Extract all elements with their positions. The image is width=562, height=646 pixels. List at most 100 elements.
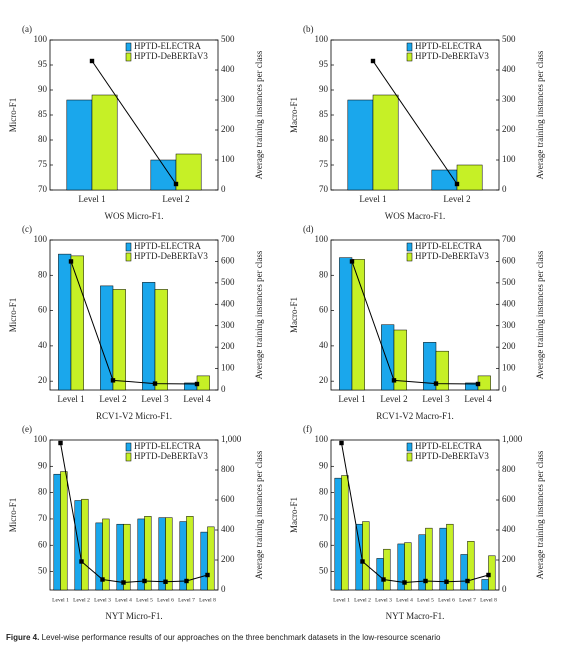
x-tick-label: Level 4 [115,597,132,603]
x-tick-label: Level 4 [396,597,413,603]
y-tick-label: 80 [319,269,329,279]
y-tick-label: 100 [315,234,329,244]
chart-caption: WOS Macro-F1. [385,211,446,221]
x-tick-label: Level 1 [338,394,365,404]
bar [165,517,173,591]
y-tick-label: 70 [38,184,48,194]
legend-swatch [125,242,132,252]
bar [362,521,370,591]
line-marker [349,259,355,264]
y2-axis-title: Average training instances per class [535,250,545,379]
legend-label: HPTD-DeBERTaV3 [134,451,208,461]
bar [467,541,475,591]
y2-tick-label: 1,000 [502,434,523,444]
bar [112,289,126,391]
legend-label: HPTD-DeBERTaV3 [134,51,208,61]
line-marker [465,578,470,584]
y2-tick-label: 200 [221,341,235,351]
y-tick-label: 40 [319,340,329,350]
line-marker [370,58,376,64]
x-tick-label: Level 6 [157,597,174,603]
y-tick-label: 90 [319,460,329,470]
y-axis-title: Macro-F1 [289,497,299,533]
y2-tick-label: 0 [221,584,226,594]
bar [393,329,407,391]
y-tick-label: 95 [38,59,48,69]
line-marker [194,381,200,387]
line [341,442,489,584]
y-tick-label: 90 [38,84,48,94]
y-axis-title: Macro-F1 [289,297,299,333]
bar [60,471,68,591]
legend-swatch [406,252,413,262]
x-tick-label: Level 1 [52,597,69,603]
y-tick-label: 85 [38,109,48,119]
y-tick-label: 50 [319,566,329,576]
y-tick-label: 95 [319,59,329,69]
line-marker [444,579,449,584]
y-tick-label: 100 [34,34,48,44]
y2-tick-label: 500 [502,34,516,44]
y-tick-label: 100 [315,34,329,44]
y2-tick-label: 100 [221,154,235,164]
y2-tick-label: 0 [221,184,226,194]
x-tick-label: Level 5 [417,597,434,603]
chart-caption: RCV1-V2 Micro-F1. [96,411,172,421]
x-tick-label: Level 4 [464,394,492,404]
x-tick-label: Level 1 [78,194,105,204]
y2-tick-label: 500 [221,277,235,287]
line-marker [89,58,95,64]
line-marker [173,181,179,187]
bar [142,282,156,391]
chart-caption: WOS Micro-F1. [105,211,164,221]
bar [456,164,483,191]
panel-label: (f) [303,424,312,434]
panel-label: (a) [22,24,32,34]
y-tick-label: 100 [315,434,329,444]
legend-label: HPTD-DeBERTaV3 [415,51,489,61]
bar [58,253,72,391]
bar [425,527,433,591]
y-tick-label: 80 [319,134,329,144]
bar [186,516,194,591]
legend-label: HPTD-DeBERTaV3 [415,451,489,461]
y-tick-label: 80 [38,487,48,497]
x-tick-label: Level 2 [162,194,189,204]
bar [341,475,349,591]
bar [91,94,118,191]
legend-label: HPTD-ELECTRA [415,241,482,251]
bar [351,259,365,391]
legend-swatch [406,42,413,52]
x-tick-label: Level 6 [438,597,455,603]
line [351,261,479,385]
y-tick-label: 60 [38,305,48,315]
y-tick-label: 20 [319,375,329,385]
legend-label: HPTD-ELECTRA [415,41,482,51]
y-tick-label: 80 [319,487,329,497]
y2-tick-label: 200 [502,554,516,564]
legend-label: HPTD-DeBERTaV3 [134,251,208,261]
y2-tick-label: 400 [221,64,235,74]
bar [158,517,166,591]
y2-axis-title: Average training instances per class [254,450,264,579]
line [70,261,198,385]
line-marker [58,440,63,446]
bar [66,99,93,191]
x-tick-label: Level 2 [354,597,371,603]
x-tick-label: Level 3 [375,597,392,603]
y2-tick-label: 800 [221,464,235,474]
bar [339,257,353,391]
x-tick-label: Level 5 [136,597,153,603]
line-marker [205,572,210,578]
y2-tick-label: 300 [502,320,516,330]
legend-swatch [406,242,413,252]
line-marker [360,559,365,564]
y-tick-label: 75 [319,159,329,169]
y2-tick-label: 100 [502,363,516,373]
x-tick-label: Level 1 [57,394,84,404]
bar [123,523,131,591]
plot-frame [330,439,500,591]
line-marker [454,181,460,187]
y2-tick-label: 700 [502,234,516,244]
